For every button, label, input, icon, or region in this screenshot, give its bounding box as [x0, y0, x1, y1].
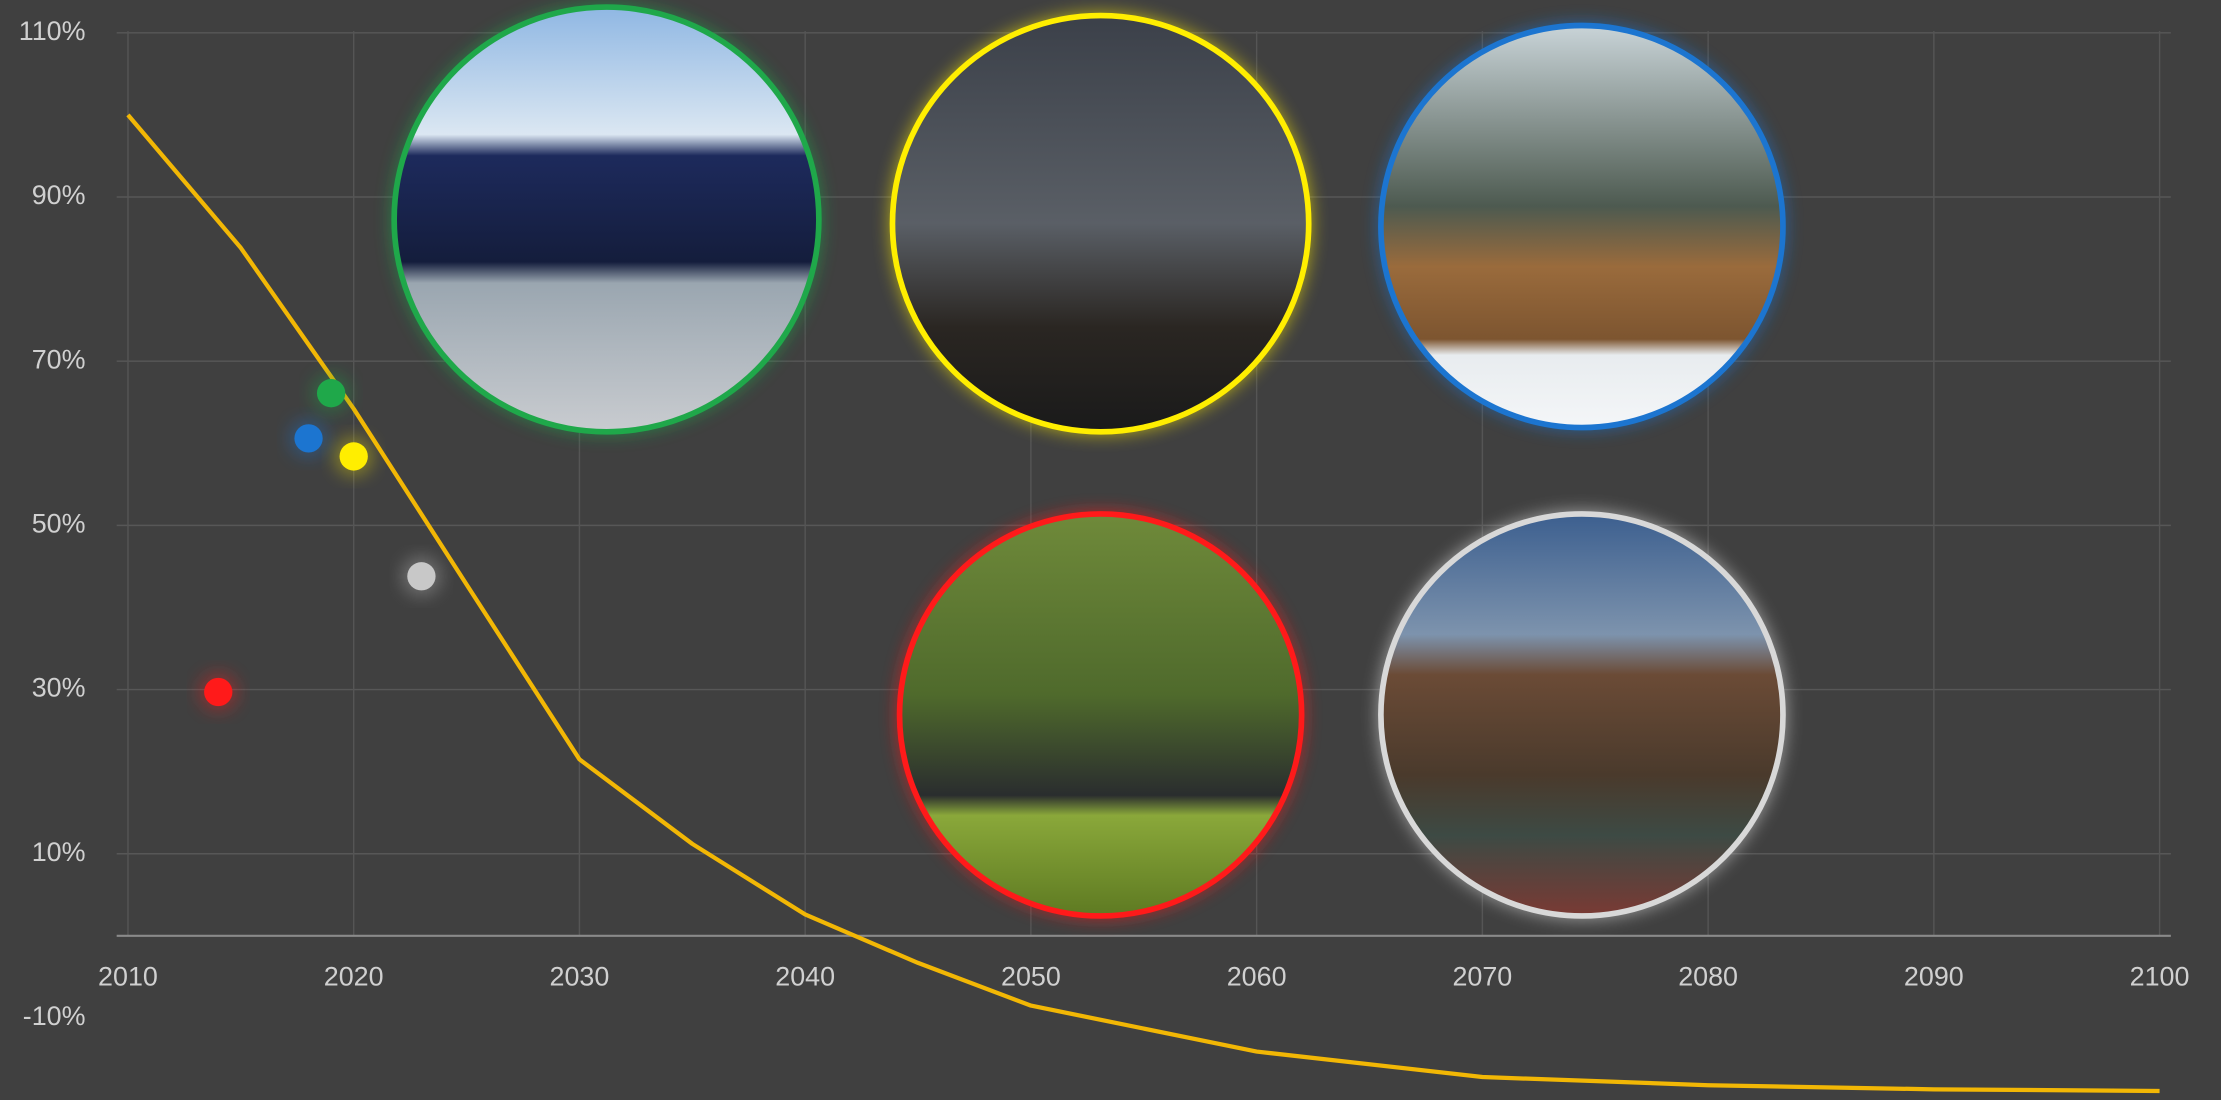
point: [316, 379, 346, 408]
photos: [391, 4, 1786, 919]
line: [126, 113, 2160, 1094]
x-tick-label: 2020: [324, 961, 384, 991]
x-tick-label: 2090: [1904, 961, 1964, 991]
y-tick-label: 50%: [32, 508, 86, 538]
photo: [889, 12, 1312, 435]
x-tick-label: 2070: [1452, 961, 1512, 991]
photo: [1378, 22, 1786, 431]
x-tick-label: 2080: [1678, 961, 1738, 991]
photo: [391, 4, 822, 435]
x-tick-label: 2010: [98, 961, 158, 991]
photo: [896, 511, 1305, 919]
point: [294, 424, 323, 453]
y-tick-label: 70%: [32, 344, 86, 374]
y-tick-label: -10%: [23, 1001, 86, 1031]
photo: [1378, 511, 1786, 919]
x-tick-label: 2030: [550, 961, 610, 991]
x-tick-label: 2050: [1001, 961, 1061, 991]
y-tick-label: 90%: [32, 180, 86, 210]
point: [204, 677, 233, 707]
y-tick-label: 10%: [32, 837, 86, 867]
y-tick-label: 110%: [19, 16, 86, 46]
point: [339, 442, 368, 471]
x-tick-label: 2060: [1227, 961, 1287, 991]
point: [407, 562, 436, 591]
x-tick-label: 2040: [775, 961, 835, 991]
x-tick-label: 2100: [2130, 961, 2190, 991]
y-tick-label: 30%: [32, 673, 86, 703]
